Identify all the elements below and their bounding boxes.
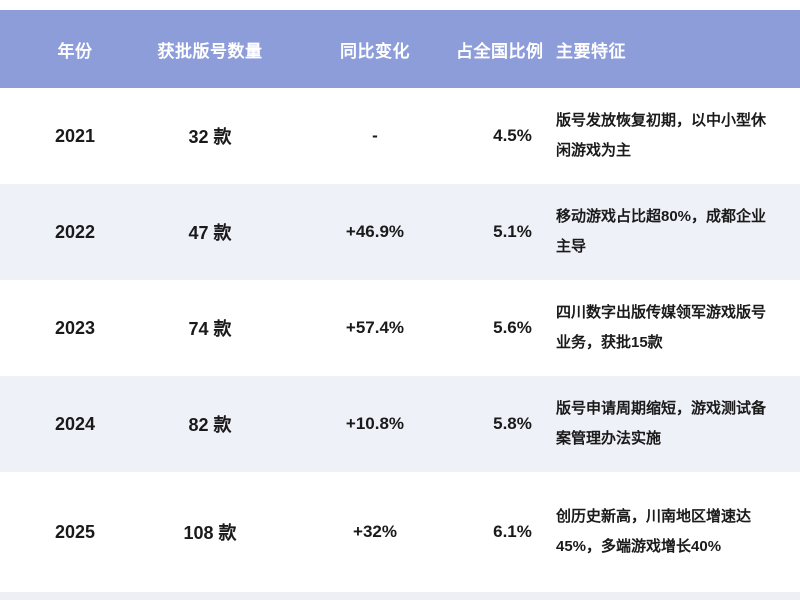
cell-yoy-change: +32% [353,522,397,541]
cell-yoy-change: +46.9% [345,222,405,241]
cell-main-features: 创历史新高，川南地区增速达45%，多端游戏增长40% [545,502,800,562]
cell-main-features: 四川数字出版传媒领军游戏版号业务，获批15款 [545,298,800,358]
main-features-text: 版号发放恢复初期，以中小型休闲游戏为主 [556,112,767,159]
cell-approved-count: 82 款 [188,415,232,435]
cell-approved-count: 74 款 [188,319,232,339]
cell-approved-count: 108 款 [183,523,237,543]
table-row: 2021 32 款 - 4.5% 版号发放恢复初期，以中小型休闲游戏为主 [0,88,800,184]
cell-year: 2024 [54,413,96,434]
cell-national-share: 5.8% [493,414,532,433]
column-header-year: 年份 [57,41,93,61]
cell-yoy-change: - [372,126,378,145]
bottom-strip [0,592,800,600]
cell-main-features: 版号申请周期缩短，游戏测试备案管理办法实施 [545,394,800,454]
main-features-text: 四川数字出版传媒领军游戏版号业务，获批15款 [556,304,767,351]
column-header-yoy-change: 同比变化 [340,41,410,61]
top-margin [0,0,800,10]
main-features-text: 版号申请周期缩短，游戏测试备案管理办法实施 [556,400,767,447]
table-row: 2025 108 款 +32% 6.1% 创历史新高，川南地区增速达45%，多端… [0,472,800,592]
cell-national-share: 5.1% [493,222,532,241]
cell-year: 2023 [54,317,96,338]
table-row: 2024 82 款 +10.8% 5.8% 版号申请周期缩短，游戏测试备案管理办… [0,376,800,472]
cell-yoy-change: +10.8% [345,414,405,433]
cell-main-features: 移动游戏占比超80%，成都企业主导 [545,202,800,262]
main-features-text: 创历史新高，川南地区增速达45%，多端游戏增长40% [556,508,752,555]
table-header-row: 年份 获批版号数量 同比变化 占全国比例 主要特征 [0,10,800,88]
cell-national-share: 6.1% [493,522,532,541]
main-features-text: 移动游戏占比超80%，成都企业主导 [556,208,767,255]
cell-year: 2025 [54,521,96,542]
cell-approved-count: 47 款 [188,223,232,243]
cell-approved-count: 32 款 [188,127,232,147]
column-header-approved-count: 获批版号数量 [157,41,263,61]
table-row: 2022 47 款 +46.9% 5.1% 移动游戏占比超80%，成都企业主导 [0,184,800,280]
column-header-main-features: 主要特征 [556,41,626,61]
cell-yoy-change: +57.4% [345,318,405,337]
column-header-national-share: 占全国比例 [456,41,544,61]
cell-year: 2022 [54,221,96,242]
table-row: 2023 74 款 +57.4% 5.6% 四川数字出版传媒领军游戏版号业务，获… [0,280,800,376]
cell-main-features: 版号发放恢复初期，以中小型休闲游戏为主 [545,106,800,166]
cell-national-share: 5.6% [493,318,532,337]
cell-national-share: 4.5% [493,126,532,145]
table-body: 2021 32 款 - 4.5% 版号发放恢复初期，以中小型休闲游戏为主 202… [0,88,800,592]
cell-year: 2021 [54,125,96,146]
